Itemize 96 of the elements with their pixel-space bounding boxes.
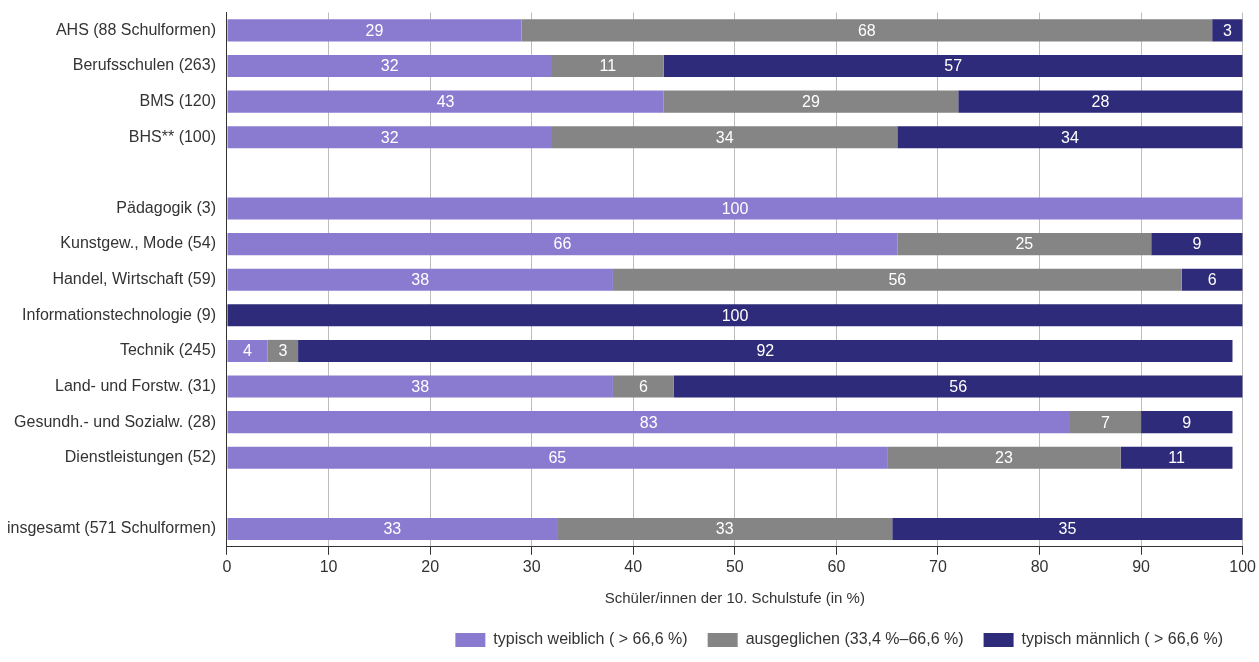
data-label: 3	[1222, 21, 1232, 39]
x-axis-title: Schüler/innen der 10. Schulstufe (in %)	[604, 589, 865, 607]
x-tick-label: 30	[522, 557, 541, 575]
bar	[1181, 268, 1243, 291]
y-tick-label: Berufsschulen (263)	[72, 56, 216, 74]
bar	[227, 54, 552, 78]
data-label: 33	[715, 520, 734, 538]
bar	[663, 54, 1243, 78]
bar	[227, 304, 1243, 327]
data-label: 57	[944, 57, 963, 75]
bar	[887, 446, 1121, 469]
data-label: 9	[1182, 413, 1192, 431]
y-tick-label: Handel, Wirtschaft (59)	[52, 270, 216, 288]
data-label: 56	[888, 271, 907, 289]
bar	[1151, 233, 1243, 256]
data-label: 32	[380, 128, 399, 146]
x-tick-label: 10	[319, 557, 338, 575]
bar	[227, 197, 1243, 220]
bar	[521, 19, 1213, 42]
data-label: 3	[278, 342, 288, 360]
y-tick-label: BHS** (100)	[128, 127, 216, 145]
bar	[227, 517, 558, 541]
bar	[227, 411, 1070, 434]
bar	[892, 517, 1243, 541]
bar	[1069, 411, 1142, 434]
data-label: 34	[1061, 128, 1079, 146]
bar	[227, 19, 522, 42]
data-label: 29	[365, 21, 384, 39]
y-tick-label: AHS (88 Schulformen)	[55, 20, 216, 38]
data-label: 43	[436, 93, 455, 111]
y-tick-label: BMS (120)	[139, 92, 216, 110]
legend-label: typisch weiblich ( > 66,6 %)	[493, 630, 688, 648]
y-tick-label: Pädagogik (3)	[116, 198, 216, 216]
data-label: 34	[715, 128, 734, 146]
bar	[897, 233, 1152, 256]
data-label: 56	[949, 377, 968, 395]
x-tick-label: 70	[929, 557, 947, 575]
data-label: 23	[995, 449, 1013, 467]
x-tick-label: 60	[827, 557, 846, 575]
x-tick-label: 20	[421, 557, 440, 575]
data-label: 28	[1091, 93, 1110, 111]
data-label: 92	[756, 342, 775, 360]
data-label: 35	[1058, 520, 1077, 538]
data-label: 83	[639, 413, 658, 431]
legend-label: ausgeglichen (33,4 %–66,6 %)	[745, 630, 964, 648]
x-tick-label: 90	[1132, 557, 1151, 575]
bar	[1120, 446, 1233, 469]
y-tick-label: Gesundh.- und Sozialw. (28)	[14, 412, 216, 430]
bar	[612, 375, 674, 398]
data-label: 38	[411, 271, 430, 289]
bar	[227, 233, 898, 256]
bar	[227, 339, 268, 362]
data-label: 29	[802, 93, 820, 111]
data-label: 6	[638, 377, 648, 395]
bar	[227, 375, 613, 398]
data-label: 38	[411, 377, 430, 395]
data-label: 6	[1207, 271, 1217, 289]
bar	[298, 339, 1233, 362]
data-label: 100	[721, 199, 749, 217]
bar	[227, 90, 664, 113]
data-label: 66	[553, 235, 572, 253]
bar	[612, 268, 1182, 291]
bar	[958, 90, 1243, 113]
bar	[663, 90, 959, 113]
legend-label: typisch männlich ( > 66,6 %)	[1021, 630, 1223, 648]
bar	[1141, 411, 1233, 434]
data-label: 68	[857, 21, 876, 39]
x-tick-label: 50	[725, 557, 744, 575]
x-tick-label: 0	[222, 557, 232, 575]
y-tick-label: insgesamt (571 Schulformen)	[7, 519, 216, 537]
data-label: 4	[243, 342, 253, 360]
bar	[227, 268, 613, 291]
bar	[552, 126, 898, 149]
bar	[227, 126, 552, 149]
y-tick-label: Technik (245)	[119, 341, 216, 359]
bar	[557, 517, 893, 541]
x-tick-label: 80	[1030, 557, 1049, 575]
data-label: 33	[383, 520, 402, 538]
y-tick-label: Kunstgew., Mode (54)	[60, 234, 216, 252]
y-tick-label: Land- und Forstw. (31)	[55, 376, 216, 394]
data-label: 100	[721, 306, 749, 324]
x-tick-label: 40	[624, 557, 643, 575]
data-label: 11	[1168, 449, 1186, 467]
y-tick-label: Dienstleistungen (52)	[64, 448, 216, 466]
x-tick-label: 100	[1229, 557, 1257, 575]
data-label: 9	[1192, 235, 1202, 253]
bar	[227, 446, 888, 469]
y-tick-label: Informationstechnologie (9)	[22, 305, 216, 323]
data-label: 7	[1101, 413, 1111, 431]
bar	[897, 126, 1243, 149]
bar	[673, 375, 1243, 398]
data-label: 11	[599, 57, 617, 75]
data-label: 65	[548, 449, 567, 467]
bar	[552, 54, 664, 78]
data-label: 32	[380, 57, 399, 75]
data-label: 25	[1015, 235, 1034, 253]
